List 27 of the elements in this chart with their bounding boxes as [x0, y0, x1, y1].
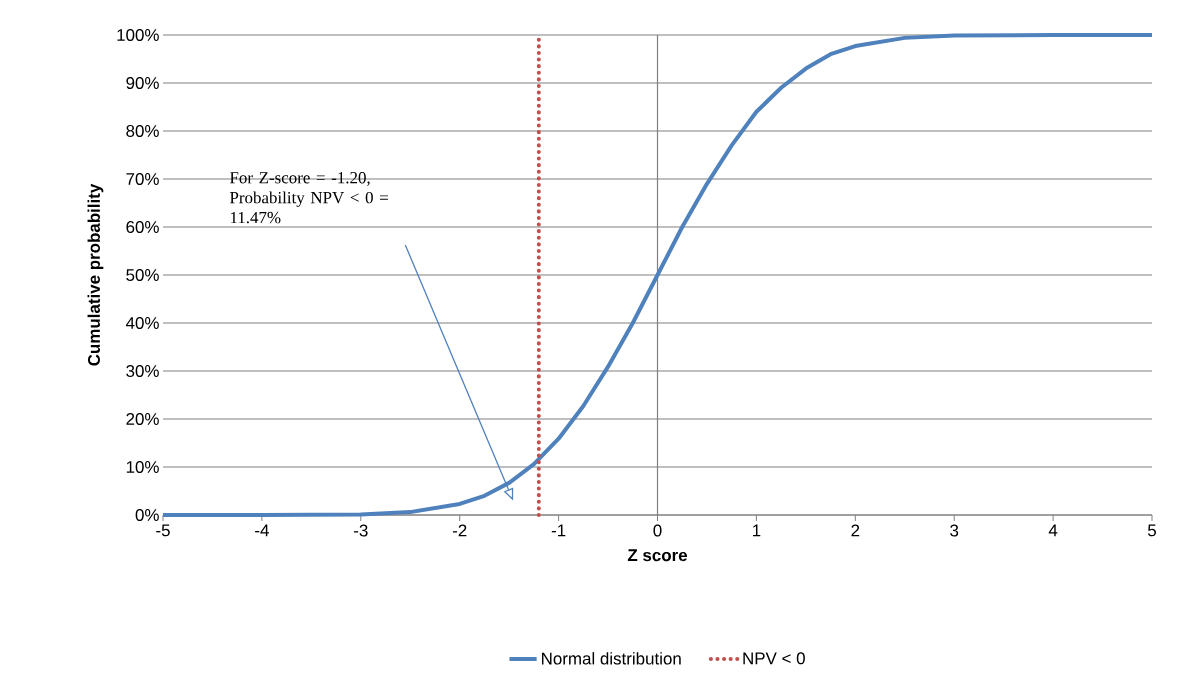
x-axis-title: Z score — [627, 549, 688, 562]
legend-label: NPV < 0 — [743, 652, 805, 665]
y-tick-label: 90% — [126, 77, 159, 89]
x-tick-label: -2 — [452, 524, 467, 537]
y-tick-label: 50% — [126, 269, 159, 281]
x-tick-label: -5 — [156, 524, 170, 537]
y-tick-label: 10% — [126, 461, 159, 473]
y-tick-label: 100% — [117, 29, 159, 41]
y-tick-label: 30% — [126, 365, 159, 377]
y-tick-label: 80% — [126, 125, 159, 137]
x-tick-label: -3 — [354, 524, 368, 537]
annotation: For Z-score = -1.20, Probability NPV < 0 = 11.47% — [229, 171, 388, 224]
y-axis-title: Cumulative probability — [87, 183, 104, 366]
y-tick-label: 40% — [125, 317, 159, 329]
legend-label: Normal distribution — [542, 652, 681, 665]
y-tick-label: 0% — [135, 509, 159, 521]
x-tick-label: 2 — [851, 524, 860, 537]
y-tick-label: 20% — [126, 413, 159, 425]
y-tick-label: 70% — [126, 173, 159, 185]
x-tick-label: 3 — [950, 524, 959, 537]
x-tick-label: -4 — [255, 524, 269, 537]
x-tick-label: 0 — [653, 524, 662, 537]
y-tick-label: 60% — [126, 221, 159, 233]
x-tick-label: 5 — [1147, 524, 1157, 537]
x-tick-label: -1 — [551, 524, 566, 537]
x-tick-label: 4 — [1048, 524, 1058, 537]
x-tick-label: 1 — [752, 524, 761, 537]
